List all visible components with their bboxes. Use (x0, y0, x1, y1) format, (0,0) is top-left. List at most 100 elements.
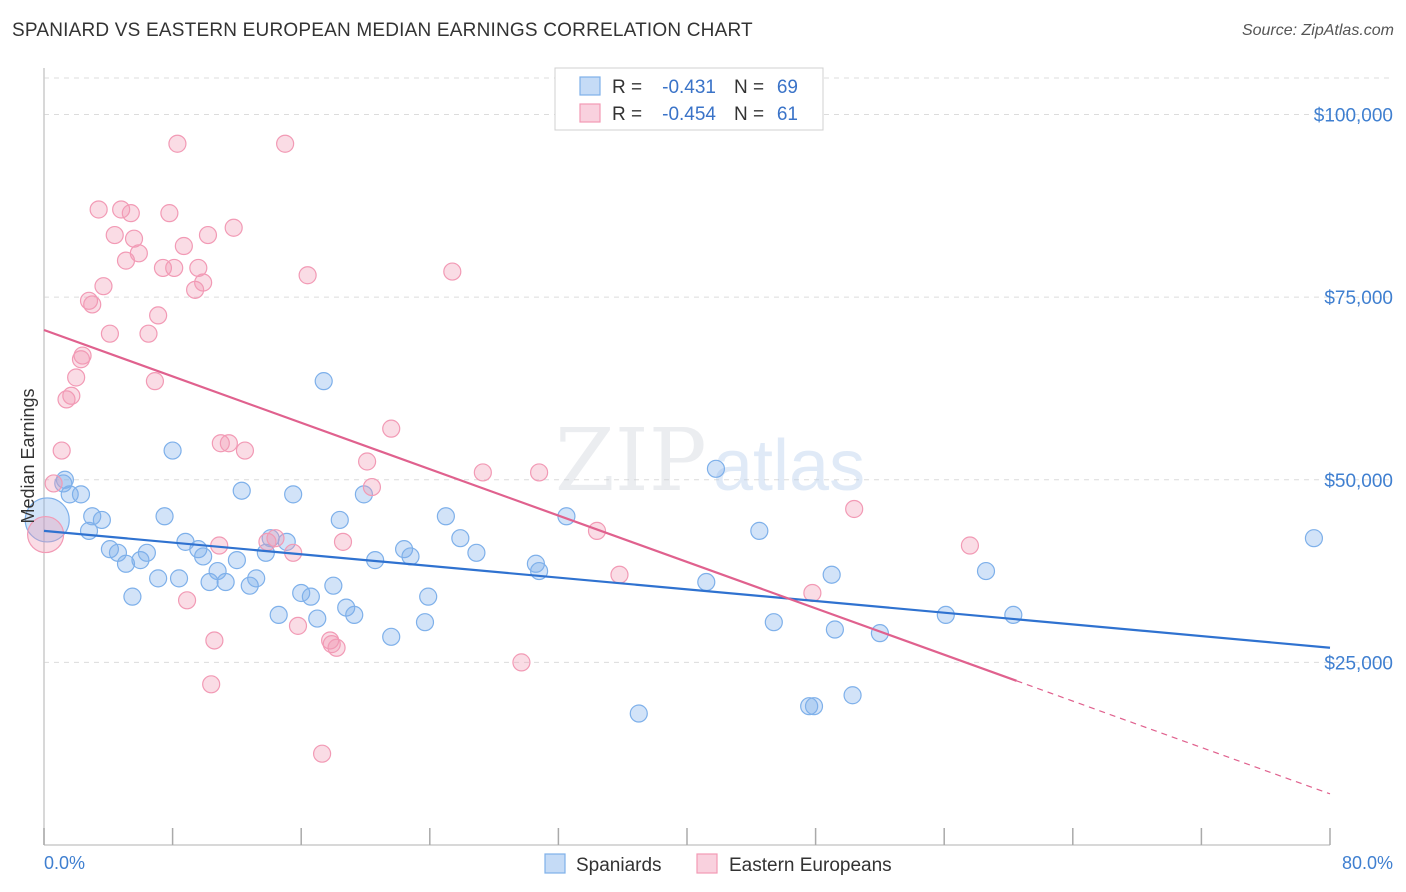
eastern-european-point (202, 675, 221, 694)
x-tick-label: 0.0% (44, 853, 85, 873)
eastern-european-point (62, 386, 81, 405)
spaniard-point (382, 627, 401, 646)
eastern-european-point (587, 521, 607, 540)
spaniard-point (394, 540, 414, 559)
eastern-european-point (803, 583, 822, 603)
spaniard-point (92, 510, 111, 530)
spaniard-point (71, 485, 91, 504)
eastern-european-point (174, 236, 193, 256)
eastern-european-point (530, 463, 549, 482)
eastern-european-point (100, 324, 120, 343)
eastern-european-point (124, 229, 144, 248)
spaniard-point (800, 697, 819, 716)
spaniard-point (415, 613, 435, 632)
eastern-european-point (145, 372, 165, 391)
spaniard-point (1304, 529, 1324, 548)
legend-label: Eastern Europeans (729, 855, 892, 876)
eastern-european-point (149, 306, 168, 325)
legend-label: Spaniards (576, 855, 662, 876)
spaniard-point (1004, 605, 1023, 625)
eastern-european-point (194, 273, 213, 292)
eastern-european-point (327, 638, 346, 657)
eastern-european-point (512, 653, 531, 672)
eastern-european-point (266, 529, 285, 548)
spaniard-point (247, 569, 266, 588)
spaniard-point (825, 620, 844, 639)
watermark-zip: ZIP (555, 411, 707, 511)
legend-r-label: R = (612, 104, 642, 125)
spaniard-point (936, 605, 955, 625)
spaniard-point (216, 572, 235, 592)
spaniards-trend-line (43, 529, 1331, 649)
spaniard-point (55, 470, 74, 489)
spaniard-point (401, 547, 420, 566)
eastern-european-point (112, 200, 131, 219)
eastern-european-point (205, 631, 224, 650)
spaniard-point (137, 543, 156, 562)
eastern-european-point (224, 218, 243, 237)
legend-n-value: 61 (777, 104, 798, 125)
eastern-european-point (198, 225, 218, 245)
eastern-european-point (358, 452, 377, 471)
legend-r-value: -0.454 (662, 104, 716, 125)
eastern-european-point (89, 200, 108, 219)
eastern-european-point (276, 134, 295, 153)
y-tick-label: $25,000 (1324, 653, 1393, 674)
legend-r-label: R = (612, 77, 642, 98)
eastern-european-point (845, 499, 864, 519)
spaniard-point (240, 576, 259, 595)
chart-title: SPANIARD VS EASTERN EUROPEAN MEDIAN EARN… (12, 20, 753, 41)
spaniard-point (83, 507, 102, 526)
trend-lines (43, 328, 1331, 795)
spaniard-point (697, 572, 716, 592)
eastern-european-point (443, 262, 462, 281)
spaniard-point (169, 569, 189, 588)
legend-swatch (579, 76, 601, 96)
eastern-european-point (960, 536, 980, 555)
spaniard-point (116, 554, 136, 573)
eastern-europeans-points (27, 134, 980, 763)
spaniard-point (436, 507, 455, 526)
eastern-european-point (105, 225, 124, 245)
spaniard-point (123, 587, 142, 606)
eastern-european-point (44, 474, 63, 493)
spaniard-point (324, 576, 343, 595)
spaniard-point (227, 551, 246, 570)
spaniard-point (308, 609, 327, 628)
y-tick-labels: $25,000 $50,000 $75,000 $100,000 (1314, 106, 1393, 675)
axes (43, 68, 1331, 846)
eastern-european-point (382, 419, 401, 438)
eastern-european-point (288, 616, 308, 635)
watermark: ZIP atlas (555, 411, 865, 511)
legend-swatch (579, 103, 601, 123)
eastern-european-point (73, 346, 92, 365)
spaniard-point (629, 704, 648, 723)
spaniard-point (706, 459, 726, 478)
spaniard-point (419, 587, 438, 606)
eastern-european-point (362, 477, 382, 497)
spaniard-point (822, 565, 841, 584)
spaniard-point (750, 521, 769, 540)
spaniard-point (330, 510, 349, 530)
eastern-european-point (235, 441, 255, 460)
eastern-european-point (165, 258, 184, 278)
spaniard-point (451, 529, 470, 548)
eastern-european-point (83, 295, 102, 314)
eastern-european-point (168, 134, 187, 153)
eastern-european-point (177, 591, 197, 610)
spaniard-point (804, 697, 824, 716)
spaniard-point (24, 497, 70, 543)
spaniard-point (314, 372, 333, 391)
eastern-european-point (160, 204, 179, 223)
spaniard-point (345, 605, 364, 625)
spaniard-point (301, 587, 320, 606)
legend-n-label: N = (734, 104, 764, 125)
spaniard-point (764, 613, 783, 632)
grid-lines (44, 77, 1392, 663)
eastern-europeans-trend-line (43, 328, 1017, 682)
x-tick-labels: 0.0% 80.0% (44, 853, 1393, 873)
eastern-european-point (52, 441, 71, 460)
y-tick-label: $75,000 (1324, 288, 1393, 309)
eastern-european-point (298, 266, 317, 285)
